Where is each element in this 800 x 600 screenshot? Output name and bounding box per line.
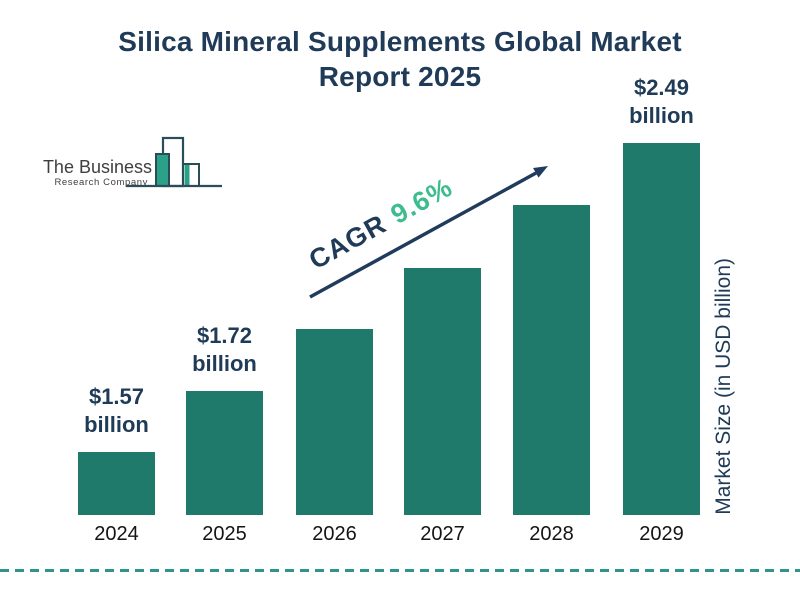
bar-group-2026	[296, 329, 373, 515]
bar-group-2025: $1.72 billion	[186, 322, 263, 515]
x-tick-2024: 2024	[94, 523, 139, 545]
bar-group-2029: $2.49 billion	[623, 74, 700, 515]
page-title-line1: Silica Mineral Supplements Global Market	[118, 26, 682, 57]
bar-2028	[513, 205, 590, 515]
bar-value-label-2024: $1.57 billion	[84, 384, 149, 437]
x-tick-2025: 2025	[202, 523, 247, 545]
bar-group-2028	[513, 205, 590, 515]
bar-2029	[623, 143, 700, 515]
page-title: Silica Mineral Supplements Global Market…	[0, 24, 800, 94]
x-tick-2029: 2029	[639, 523, 684, 545]
x-tick-2028: 2028	[529, 523, 574, 545]
x-tick-2027: 2027	[420, 523, 465, 545]
bar-2025	[186, 391, 263, 515]
logo-text-line2: Research Company	[54, 177, 148, 188]
bar-chart-logo-icon	[126, 136, 222, 188]
bar-value-label-2025: $1.72 billion	[192, 323, 257, 376]
bar-2027	[404, 268, 481, 515]
bar-group-2027	[404, 268, 481, 515]
logo-text-line1: The Business	[43, 157, 152, 177]
bar-value-label-2029: $2.49 billion	[629, 75, 694, 128]
dashed-divider	[0, 569, 800, 572]
y-axis-label: Market Size (in USD billion)	[712, 258, 735, 515]
company-logo: The Business Research Company	[43, 136, 222, 188]
x-tick-2026: 2026	[312, 523, 357, 545]
bar-2026	[296, 329, 373, 515]
bar-2024	[78, 452, 155, 515]
bar-group-2024: $1.57 billion	[78, 383, 155, 515]
page-title-line2: Report 2025	[318, 61, 482, 92]
